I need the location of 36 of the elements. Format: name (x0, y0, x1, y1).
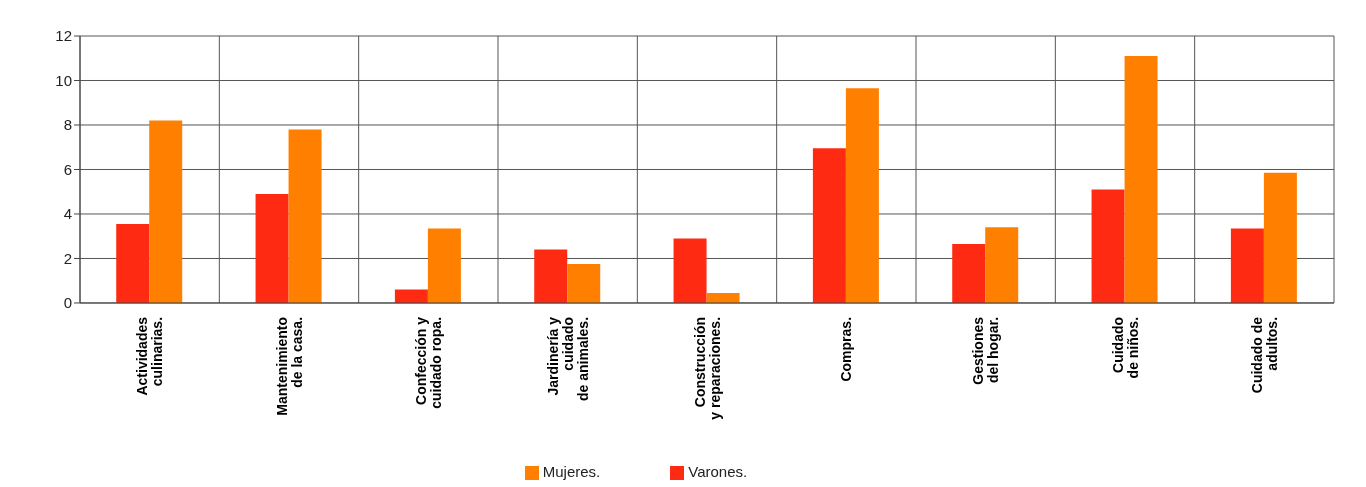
bar (534, 249, 568, 303)
bar (394, 289, 428, 303)
y-tick-label: 6 (63, 160, 72, 178)
x-tick-label: Confección y cuidado ropa. (412, 316, 444, 409)
x-tick-label: Actividades culinarias. (134, 316, 166, 396)
bar (1124, 56, 1158, 303)
bar (149, 120, 183, 303)
x-tick-label: Gestiones del hogar. (970, 316, 1002, 385)
x-tick-label: Cuidado de niños. (1109, 316, 1141, 379)
y-tick-label: 8 (63, 116, 72, 134)
bar (812, 148, 846, 303)
legend-label: Mujeres. (542, 462, 601, 480)
bar (706, 292, 740, 303)
bar (1263, 172, 1297, 303)
bar (952, 244, 986, 303)
legend-label: Varones. (688, 462, 748, 480)
x-tick-label: Mantenimiento de la casa. (273, 316, 305, 416)
bar (288, 129, 322, 303)
bar (985, 227, 1019, 303)
y-tick-label: 0 (63, 294, 72, 312)
bar (673, 238, 707, 303)
bar (1091, 189, 1125, 303)
bar (427, 228, 461, 303)
bar (567, 264, 601, 303)
y-tick-label: 12 (55, 27, 72, 45)
bar (1230, 228, 1264, 303)
x-tick-label: Construcción y reparaciones. (691, 316, 723, 420)
y-tick-label: 2 (63, 249, 72, 267)
bar (845, 88, 879, 303)
x-tick-label: Cuidado de adultos. (1248, 316, 1280, 394)
bar (116, 223, 150, 303)
bar (255, 193, 289, 303)
x-tick-label: Jardinería y cuidado de animales. (544, 316, 591, 402)
y-tick-label: 4 (63, 205, 72, 223)
y-tick-label: 10 (55, 71, 72, 89)
x-tick-label: Compras. (838, 316, 855, 382)
